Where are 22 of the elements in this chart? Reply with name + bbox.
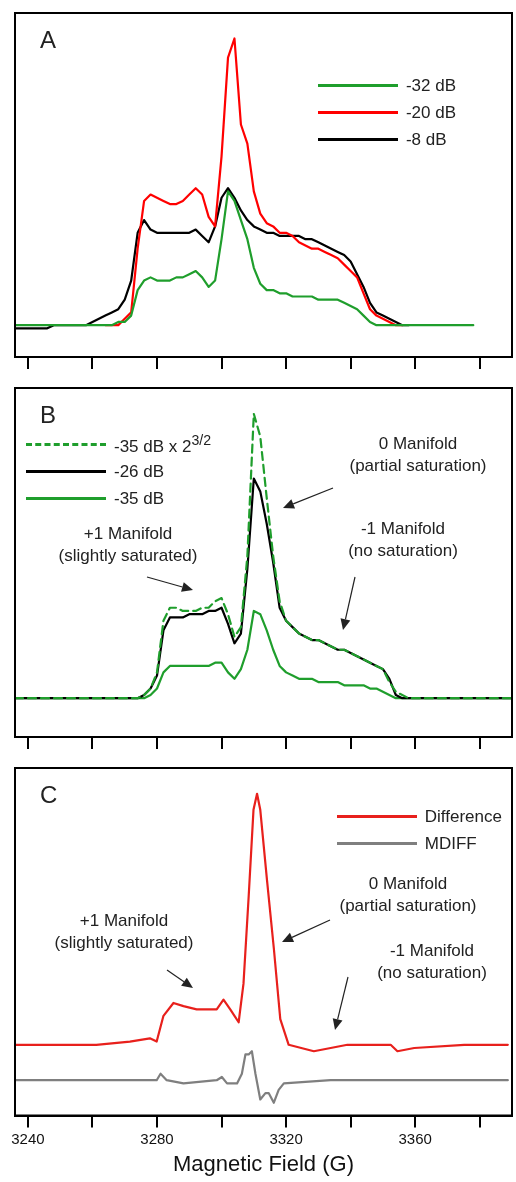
legend-label: MDIFF xyxy=(424,833,477,854)
x-axis-title: Magnetic Field (G) xyxy=(173,1150,354,1176)
x-tick-label: 3360 xyxy=(398,1129,432,1147)
chart-title: C xyxy=(40,781,58,809)
x-tick-label: 3320 xyxy=(269,1129,303,1147)
annotation: 0 Manifold (partial saturation) xyxy=(349,433,487,475)
legend-label: -26 dB xyxy=(114,461,165,482)
chart-title: B xyxy=(40,401,57,429)
legend-label: -35 dB xyxy=(114,488,165,509)
legend-label: Difference xyxy=(424,806,502,827)
annotation: +1 Manifold (slightly saturated) xyxy=(54,910,194,952)
legend-label: -35 dB x 2$^{3/2}$ xyxy=(114,432,212,457)
annotation: -1 Manifold (no saturation) xyxy=(377,940,487,982)
annotation: -1 Manifold (no saturation) xyxy=(348,518,458,560)
legend-label: -20 dB xyxy=(405,102,456,123)
annotation: 0 Manifold (partial saturation) xyxy=(339,873,477,915)
legend-label: -8 dB xyxy=(405,129,447,150)
chart-title: A xyxy=(40,26,57,54)
x-tick-label: 3280 xyxy=(140,1129,174,1147)
legend-label: -32 dB xyxy=(405,75,456,96)
x-tick-label: 3240 xyxy=(11,1129,45,1147)
annotation: +1 Manifold (slightly saturated) xyxy=(58,523,198,565)
